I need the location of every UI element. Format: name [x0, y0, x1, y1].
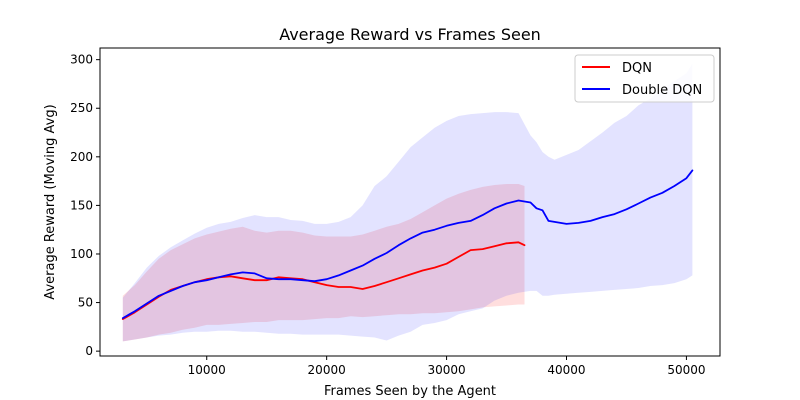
x-tick-label: 10000: [188, 363, 226, 377]
x-axis-label: Frames Seen by the Agent: [324, 384, 496, 399]
confidence-bands: [122, 63, 693, 342]
x-axis-ticks: 10000 20000 30000 40000 50000: [188, 356, 706, 377]
legend-label-double-dqn: Double DQN: [622, 83, 702, 98]
x-tick-label: 30000: [427, 363, 465, 377]
y-axis-label: Average Reward (Moving Avg): [43, 104, 58, 299]
band-double-dqn: [122, 63, 693, 342]
y-tick-label: 200: [70, 150, 93, 164]
plot-frame: [99, 47, 721, 357]
y-tick-label: 250: [70, 101, 93, 115]
legend-label-dqn: DQN: [622, 61, 652, 76]
y-tick-label: 50: [78, 296, 93, 310]
x-tick-label: 40000: [547, 363, 585, 377]
y-axis-ticks: 0 50 100 150 200 250 300: [70, 53, 100, 358]
line-double-dqn: [121, 169, 694, 320]
y-tick-label: 150: [70, 198, 93, 212]
y-tick-label: 0: [85, 344, 93, 358]
series-lines: [121, 169, 694, 321]
x-tick-label: 20000: [308, 363, 346, 377]
y-tick-label: 300: [70, 53, 93, 67]
band-dqn: [122, 184, 525, 342]
y-tick-label: 100: [70, 247, 93, 261]
chart-title: Average Reward vs Frames Seen: [279, 25, 541, 44]
legend: DQN Double DQN: [574, 54, 715, 103]
x-tick-label: 50000: [667, 363, 705, 377]
